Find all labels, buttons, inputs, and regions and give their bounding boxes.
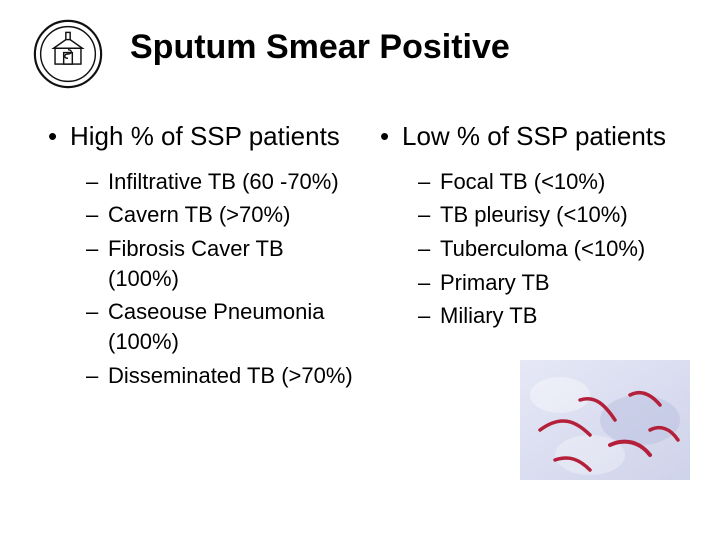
micrograph-image — [520, 360, 690, 480]
left-item: Caseouse Pneumonia (100%) — [48, 297, 360, 356]
content-columns: High % of SSP patients Infiltrative TB (… — [0, 120, 720, 394]
slide-title: Sputum Smear Positive — [130, 28, 510, 67]
right-heading: Low % of SSP patients — [380, 120, 700, 153]
right-item: Primary TB — [380, 268, 700, 298]
right-item: Tuberculoma (<10%) — [380, 234, 700, 264]
right-item: Focal TB (<10%) — [380, 167, 700, 197]
left-heading: High % of SSP patients — [48, 120, 360, 153]
right-item: TB pleurisy (<10%) — [380, 200, 700, 230]
left-item: Fibrosis Caver TB (100%) — [48, 234, 360, 293]
left-item: Cavern TB (>70%) — [48, 200, 360, 230]
slide: Sputum Smear Positive High % of SSP pati… — [0, 0, 720, 540]
right-column: Low % of SSP patients Focal TB (<10%) TB… — [370, 120, 720, 394]
left-column: High % of SSP patients Infiltrative TB (… — [0, 120, 370, 394]
left-item: Infiltrative TB (60 -70%) — [48, 167, 360, 197]
left-item: Disseminated TB (>70%) — [48, 361, 360, 391]
right-item: Miliary TB — [380, 301, 700, 331]
institution-seal-icon — [32, 18, 104, 90]
